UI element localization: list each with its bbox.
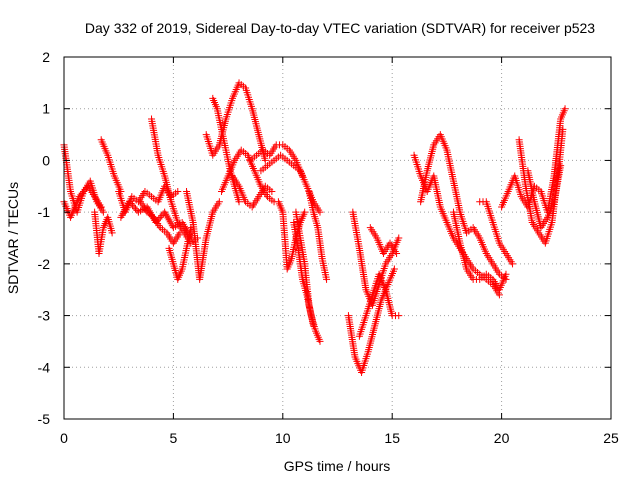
data-point [81,186,89,194]
data-point [174,187,182,195]
data-points [60,79,569,376]
data-point [561,105,569,113]
data-point [395,312,403,320]
y-tick-label: 0 [42,152,50,168]
data-point [301,208,309,216]
data-point [235,198,243,206]
grid-lines [63,56,612,420]
y-tick-label: -3 [38,308,51,324]
y-tick-label: -2 [38,256,51,272]
y-tick-label: -1 [38,204,51,220]
y-tick-label: 1 [42,101,50,117]
satellite-track-14 [228,172,276,211]
satellite-track-22 [349,208,403,309]
data-point [80,187,88,195]
data-point [557,162,565,170]
satellite-track-26 [417,131,510,283]
data-point [323,275,331,283]
data-point [156,213,164,221]
data-point [559,125,567,133]
x-axis-label: GPS time / hours [284,458,391,474]
data-point [127,200,135,208]
data-point [130,203,138,211]
data-point [97,203,105,211]
satellite-track-6 [117,198,195,242]
satellite-track-21 [344,265,398,376]
data-point [99,208,107,216]
data-point [390,265,398,273]
satellite-track-25 [410,151,503,299]
plot-frame [63,56,612,420]
y-axis-label: SDTVAR / TECUs [5,182,21,294]
x-tick-label: 25 [603,430,619,446]
y-tick-label: -5 [38,411,51,427]
x-tick-label: 10 [275,430,291,446]
data-point [215,198,223,206]
x-tick-label: 15 [384,430,400,446]
x-tick-label: 5 [170,430,178,446]
data-point [509,260,517,268]
data-point [316,208,324,216]
data-point [268,187,276,195]
data-point [502,270,510,278]
y-tick-label: -4 [38,359,51,375]
data-point [131,205,139,213]
data-point [316,337,324,345]
satellite-track-27 [449,208,510,294]
satellite-track-13 [218,146,278,206]
satellite-track-30 [515,125,567,247]
satellite-track-24 [366,224,401,258]
satellite-track-3 [91,208,116,258]
data-point [108,229,116,237]
satellite-track-12 [209,94,243,206]
satellite-track-20 [305,187,331,283]
x-tick-label: 0 [60,430,68,446]
data-point [393,250,401,258]
satellite-track-31 [524,162,565,232]
data-point [77,191,85,199]
satellite-track-10 [183,187,223,283]
axis-ticks: 0 5 10 15 20 25 -5 -4 -3 -2 -1 0 1 2 [38,49,619,446]
y-tick-label: 2 [42,49,50,65]
data-point [261,156,269,164]
satellite-track-4 [97,136,125,195]
satellite-track-28 [476,198,517,268]
data-point [126,198,134,206]
data-point [395,234,403,242]
data-point [75,193,83,201]
data-point [309,322,317,330]
satellite-track-7 [137,198,184,247]
satellite-track-9 [165,224,195,283]
satellite-track-23 [355,270,403,340]
data-point [129,201,137,209]
data-point [78,189,86,197]
chart-title: Day 332 of 2019, Sidereal Day-to-day VTE… [85,20,595,36]
x-tick-label: 20 [494,430,510,446]
satellite-track-16 [257,151,324,216]
satellite-track-19 [292,208,317,330]
